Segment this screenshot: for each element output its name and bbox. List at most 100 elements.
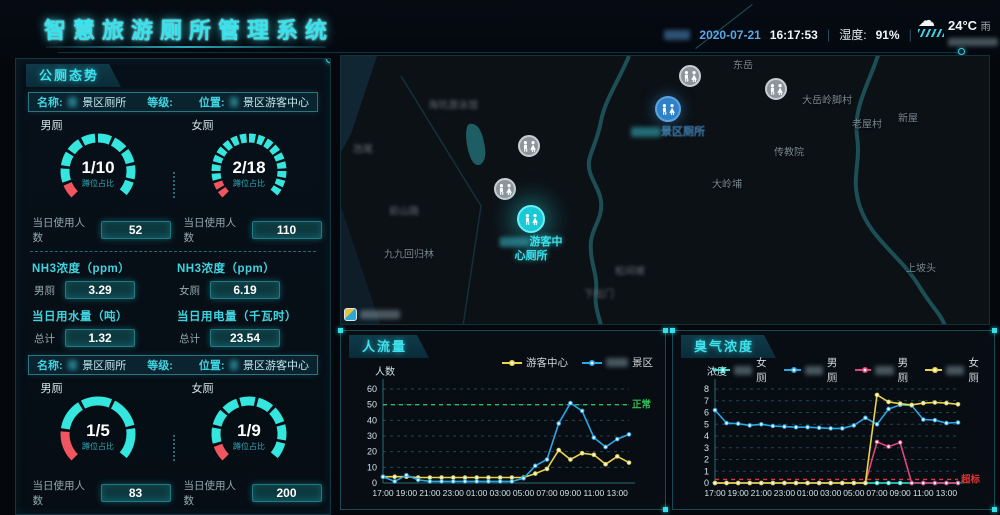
legend-item[interactable]: 游客中心	[502, 355, 568, 370]
humidity-label: 湿度:	[839, 28, 867, 42]
tab-odor-concentration[interactable]: 臭气浓度	[681, 335, 776, 358]
tab-people-flow[interactable]: 人流量	[349, 335, 429, 358]
temperature: 24°C	[948, 18, 978, 33]
occupancy-gauge: 男厕 1/5 蹲位占比 当日使用人数 83	[25, 377, 171, 508]
svg-text:09:00: 09:00	[890, 488, 912, 498]
weather-desc: 雨	[980, 22, 991, 33]
svg-text:01:00: 01:00	[466, 488, 488, 498]
legend-item[interactable]: 女厕	[713, 355, 774, 385]
chart-legend: 女厕 男厕 男厕 女厕	[713, 355, 986, 385]
metric-block: NH3浓度（ppm） 女厕 6.19	[173, 252, 318, 300]
level-label: 等级:	[147, 97, 173, 109]
toilet-marker-gray[interactable]	[518, 135, 540, 157]
name-label: 名称:	[37, 360, 63, 372]
map-place-label: 大岭埔	[712, 179, 742, 191]
location-label: 位置:	[198, 97, 225, 109]
svg-text:4: 4	[704, 431, 709, 441]
rain-cloud-icon: ☁	[918, 11, 935, 30]
gauge-title: 男厕	[40, 120, 63, 132]
redacted-name	[67, 97, 78, 107]
legend-item[interactable]: 女厕	[925, 355, 986, 385]
corner-dot	[338, 328, 343, 333]
restroom-icon	[525, 213, 538, 225]
tab-public-toilet-status[interactable]: 公厕态势	[26, 64, 121, 87]
toilet-marker-cyan[interactable]	[517, 205, 545, 233]
toilet-marker-gray[interactable]	[679, 65, 701, 87]
svg-text:20: 20	[367, 447, 377, 457]
map-place-label: 氹尾	[353, 144, 373, 156]
restroom-icon	[770, 83, 783, 95]
daily-users-value: 200	[251, 484, 322, 502]
legend-item[interactable]: 男厕	[783, 355, 845, 385]
marker-label: 游客中 心厕所	[499, 235, 563, 263]
header-decor-line	[46, 46, 326, 48]
name-label: 名称:	[37, 97, 63, 109]
redacted-name	[67, 360, 78, 370]
metric-value: 1.32	[65, 329, 135, 347]
restroom-icon	[684, 70, 697, 82]
metric-block: NH3浓度（ppm） 男厕 3.29	[28, 252, 173, 300]
gauge-title: 女厕	[191, 383, 214, 395]
daily-users-value: 110	[251, 221, 322, 239]
svg-text:11:00: 11:00	[584, 488, 605, 498]
legend-label: 男厕	[897, 357, 909, 384]
legend-item[interactable]: 景区	[582, 355, 653, 370]
toilet-status-panel: 公厕态势 名称: 景区厕所 等级: 位置: 景区游客中心 男厕 1/10 蹲位占比当…	[15, 58, 331, 515]
map-place-label: 前山路	[389, 206, 419, 218]
map-attribution	[344, 308, 400, 321]
map-place-label: 九九回归林	[384, 249, 434, 261]
map-place-label: 松间坡	[615, 266, 645, 278]
daily-users-value: 52	[100, 221, 171, 239]
svg-text:23:00: 23:00	[443, 488, 465, 498]
svg-text:蹲位占比: 蹲位占比	[82, 441, 114, 451]
toilet-marker-gray[interactable]	[765, 78, 787, 100]
svg-text:1/9: 1/9	[237, 421, 261, 440]
level-label: 等级:	[147, 360, 173, 372]
map-place-label: 东岳	[733, 60, 753, 72]
svg-text:17:00: 17:00	[372, 488, 394, 498]
name-value: 景区厕所	[82, 360, 127, 372]
threshold-label: 正常	[632, 399, 651, 411]
name-value: 景区厕所	[82, 97, 127, 109]
redacted-location	[229, 360, 238, 370]
rain-hatch-icon	[918, 29, 944, 37]
metric-label: 女厕	[179, 284, 200, 297]
legend-label: 女厕	[968, 357, 979, 384]
svg-text:19:00: 19:00	[728, 488, 750, 498]
svg-text:人数: 人数	[375, 365, 395, 378]
panel-corner-node	[326, 59, 330, 63]
svg-text:1: 1	[704, 466, 709, 476]
current-time: 16:17:53	[769, 27, 818, 42]
svg-text:21:00: 21:00	[751, 488, 773, 498]
legend-item[interactable]: 男厕	[854, 355, 916, 385]
redacted-attribution	[360, 310, 400, 319]
toilet-marker-gray[interactable]	[494, 178, 516, 200]
weather-widget: ☁ 24°C 雨	[918, 11, 998, 46]
restroom-icon	[523, 140, 536, 152]
svg-text:7: 7	[704, 396, 709, 406]
current-date: 2020-07-21	[699, 27, 761, 42]
odor-concentration-panel: 臭气浓度 女厕 男厕 男厕 女厕 浓度 0 1 2 3 4 5 6 7 8 超标 17:00 19:00 2…	[670, 328, 997, 512]
toilet-marker-blue[interactable]	[655, 96, 681, 122]
toilet-section: 名称: 景区厕所 等级: 位置: 景区游客中心 男厕 1/5 蹲位占比 当日使用人数 …	[16, 355, 330, 514]
corner-dot	[670, 328, 675, 333]
daily-users-label: 当日使用人数	[32, 217, 86, 244]
map-view[interactable]: 海坑游泳馆 氹尾 前山路 九九回归林 东岳 大岳岭脚村 老屋村 新屋 传教院 大岭埔 上坡头 松间坡下…	[340, 55, 990, 325]
svg-text:0: 0	[372, 478, 377, 488]
svg-text:07:00: 07:00	[866, 488, 888, 498]
humidity-value: 91%	[875, 27, 900, 42]
occupancy-gauge: 男厕 1/10 蹲位占比当日使用人数 52	[25, 114, 171, 245]
svg-text:05:00: 05:00	[843, 488, 865, 498]
redacted-location	[229, 97, 238, 107]
corner-dot	[663, 328, 668, 333]
svg-text:09:00: 09:00	[560, 488, 582, 498]
metric-value: 6.19	[210, 281, 280, 299]
svg-text:11:00: 11:00	[913, 488, 934, 498]
map-place-label: 新屋	[898, 113, 918, 125]
svg-text:07:00: 07:00	[536, 488, 558, 498]
daily-users-label: 当日使用人数	[183, 217, 237, 244]
corner-dot	[663, 507, 668, 512]
svg-text:1/10: 1/10	[81, 158, 114, 177]
